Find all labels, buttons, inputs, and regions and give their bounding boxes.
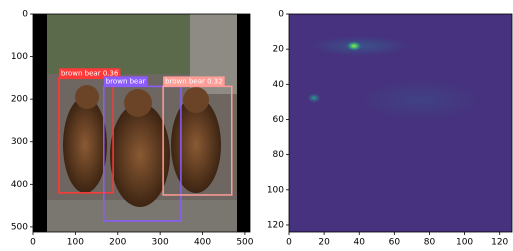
figure: 01002003004005000100200300400500brown be… (0, 0, 513, 247)
x-tick-label: 100 (67, 238, 84, 248)
y-tick-label: 40 (273, 80, 285, 90)
detection-label: brown bear (106, 77, 146, 85)
y-tick-label: 80 (273, 150, 285, 160)
x-tick-label: 400 (194, 238, 211, 248)
x-tick-label: 40 (354, 238, 366, 248)
detection-label: brown bear 0.32 (165, 77, 223, 85)
x-tick-label: 200 (109, 238, 126, 248)
y-tick-label: 60 (273, 115, 285, 125)
y-tick-label: 120 (267, 220, 284, 230)
x-tick-label: 60 (389, 238, 401, 248)
x-tick-label: 300 (152, 238, 169, 248)
x-tick-label: 20 (318, 238, 330, 248)
heatmap-image (289, 14, 512, 232)
detection-label: brown bear 0.36 (61, 69, 119, 77)
y-tick-label: 400 (11, 180, 28, 190)
x-tick-label: 0 (30, 238, 36, 248)
x-tick-label: 120 (491, 238, 508, 248)
y-tick-label: 500 (11, 222, 28, 232)
y-tick-label: 0 (278, 10, 284, 20)
x-tick-label: 80 (424, 238, 436, 248)
x-tick-label: 100 (456, 238, 473, 248)
y-tick-label: 100 (11, 52, 28, 62)
photo (33, 14, 250, 232)
x-tick-label: 500 (236, 238, 253, 248)
y-tick-label: 100 (267, 185, 284, 195)
x-tick-label: 0 (286, 238, 292, 248)
y-tick-label: 300 (11, 137, 28, 147)
y-tick-label: 20 (273, 45, 285, 55)
y-tick-label: 200 (11, 95, 28, 105)
y-tick-label: 0 (22, 10, 28, 20)
